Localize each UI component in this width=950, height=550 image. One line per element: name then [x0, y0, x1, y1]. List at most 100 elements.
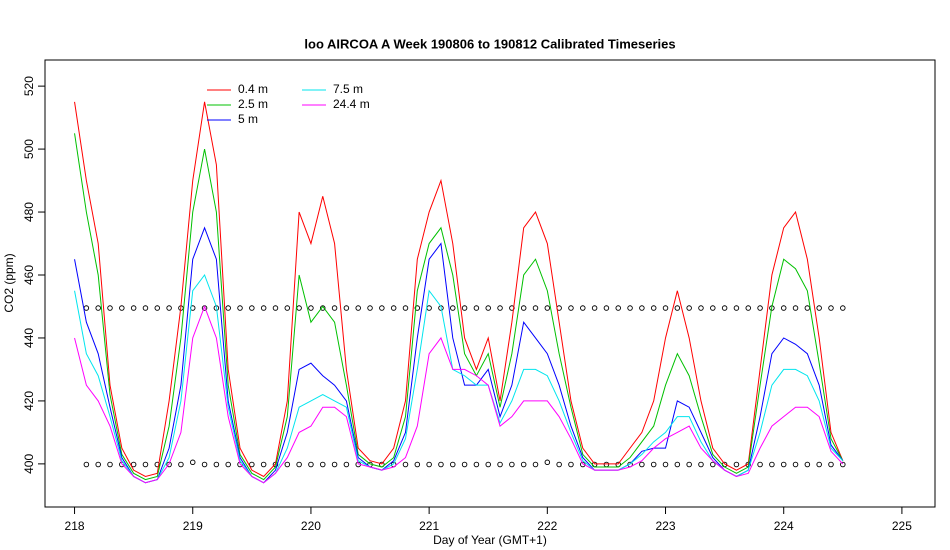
x-tick-label: 224 — [774, 519, 794, 533]
point — [710, 461, 716, 468]
x-tick-label: 220 — [301, 519, 321, 533]
point — [639, 305, 645, 311]
point — [580, 305, 586, 311]
legend-label: 7.5 m — [333, 82, 363, 96]
point — [83, 461, 90, 468]
point — [568, 305, 574, 311]
point — [260, 461, 267, 468]
point — [544, 305, 551, 311]
point — [804, 305, 811, 311]
point — [178, 461, 184, 468]
point — [130, 305, 137, 311]
y-tick-label: 480 — [22, 202, 36, 222]
point — [603, 461, 610, 468]
point — [461, 305, 468, 311]
point — [249, 305, 255, 311]
point — [532, 461, 539, 468]
point — [792, 305, 799, 311]
point — [686, 461, 692, 468]
point — [591, 305, 598, 311]
point — [650, 461, 657, 468]
point — [497, 305, 503, 311]
point — [509, 461, 515, 468]
point — [379, 305, 385, 311]
point — [509, 305, 515, 311]
point — [225, 305, 231, 311]
point — [213, 461, 220, 468]
point — [710, 305, 716, 311]
point — [792, 461, 799, 468]
series-line — [74, 305, 844, 484]
point — [296, 461, 302, 468]
point — [520, 305, 527, 311]
point — [780, 305, 787, 311]
point — [745, 305, 752, 311]
point — [130, 461, 137, 468]
point — [343, 461, 350, 468]
point — [284, 461, 291, 468]
point — [166, 305, 172, 311]
point — [733, 461, 740, 468]
point — [556, 461, 562, 468]
point — [142, 305, 149, 311]
point — [414, 305, 421, 311]
point — [343, 305, 350, 311]
x-tick-label: 222 — [537, 519, 557, 533]
point — [532, 305, 539, 311]
point — [426, 305, 432, 311]
point — [627, 305, 633, 311]
series-line — [74, 226, 844, 484]
point — [237, 305, 243, 311]
point — [674, 305, 681, 311]
legend-label: 2.5 m — [238, 97, 268, 111]
point — [414, 461, 421, 468]
legend-label: 0.4 m — [238, 82, 268, 96]
point — [674, 461, 681, 468]
point — [296, 305, 302, 311]
point — [698, 305, 704, 311]
x-tick-label: 218 — [65, 519, 85, 533]
y-axis-label: CO2 (ppm) — [2, 253, 16, 312]
point — [390, 305, 397, 311]
point — [272, 305, 279, 311]
point — [402, 461, 409, 468]
point — [249, 461, 255, 468]
point — [308, 305, 314, 311]
point — [662, 461, 669, 468]
point — [225, 461, 231, 468]
point — [733, 305, 740, 311]
point — [769, 461, 775, 468]
y-tick-label: 520 — [22, 76, 36, 96]
point — [95, 461, 101, 468]
point — [461, 461, 468, 468]
point — [804, 461, 811, 468]
point — [119, 305, 125, 311]
point — [580, 461, 586, 468]
point — [473, 305, 480, 311]
x-tick-label: 219 — [183, 519, 203, 533]
point — [438, 461, 444, 468]
point — [107, 305, 113, 311]
point — [284, 305, 291, 311]
point — [757, 461, 763, 468]
point — [497, 461, 503, 468]
y-tick-label: 400 — [22, 454, 36, 474]
point — [260, 305, 267, 311]
point — [520, 461, 527, 468]
point — [367, 305, 373, 311]
point — [83, 305, 90, 311]
series-line — [74, 273, 844, 484]
point — [816, 461, 822, 468]
plot-frame — [44, 59, 936, 508]
series-line — [74, 133, 844, 481]
point — [603, 305, 610, 311]
x-tick-label: 221 — [419, 519, 439, 533]
point — [450, 305, 456, 311]
point — [426, 461, 432, 468]
point — [757, 305, 763, 311]
point — [828, 305, 834, 311]
point — [402, 305, 409, 311]
y-tick-label: 420 — [22, 391, 36, 411]
x-axis-label: Day of Year (GMT+1) — [433, 533, 547, 547]
point — [591, 461, 598, 468]
